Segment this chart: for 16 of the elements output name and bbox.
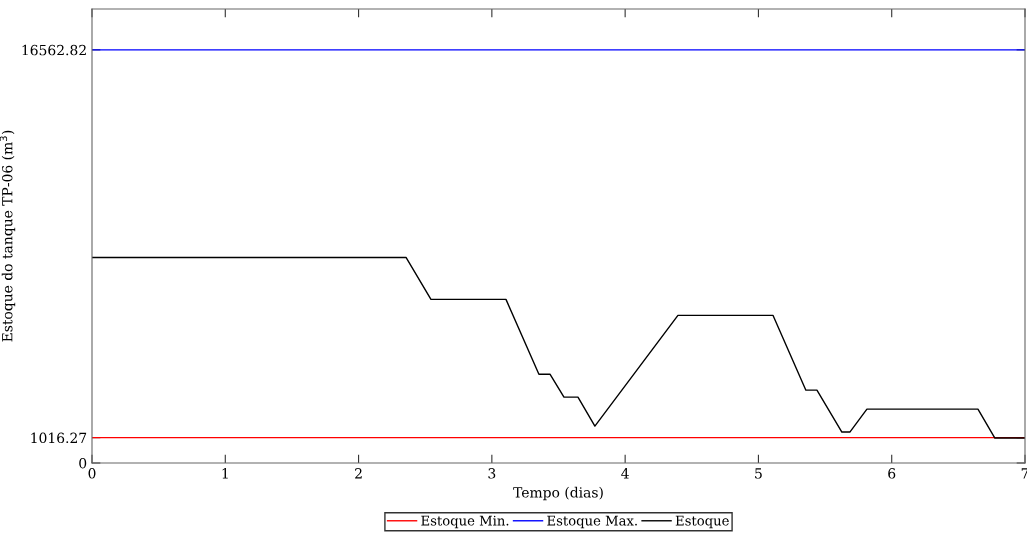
y-tick-label: 1016.27 — [31, 432, 87, 444]
legend-label: Estoque Max. — [547, 515, 637, 529]
x-axis-title: Tempo (dias) — [513, 486, 603, 501]
x-tick-label: 3 — [488, 468, 496, 479]
x-tick-label: 5 — [755, 468, 762, 479]
legend-label: Estoque Min. — [421, 515, 509, 529]
y-tick-label: 0 — [79, 457, 87, 469]
x-tick-label: 1 — [222, 468, 228, 479]
line-series — [92, 256, 1025, 439]
y-tick-label: 16562.82 — [22, 44, 86, 56]
x-tick-label: 2 — [355, 468, 362, 479]
x-tick-label: 0 — [88, 468, 96, 479]
x-tick-label: 4 — [621, 468, 629, 479]
x-tick-label: 6 — [888, 468, 896, 479]
legend-label: Estoque — [675, 515, 729, 529]
y-axis-title: Estoque do tanque TP-06 (m$^{3}$) — [0, 130, 16, 342]
